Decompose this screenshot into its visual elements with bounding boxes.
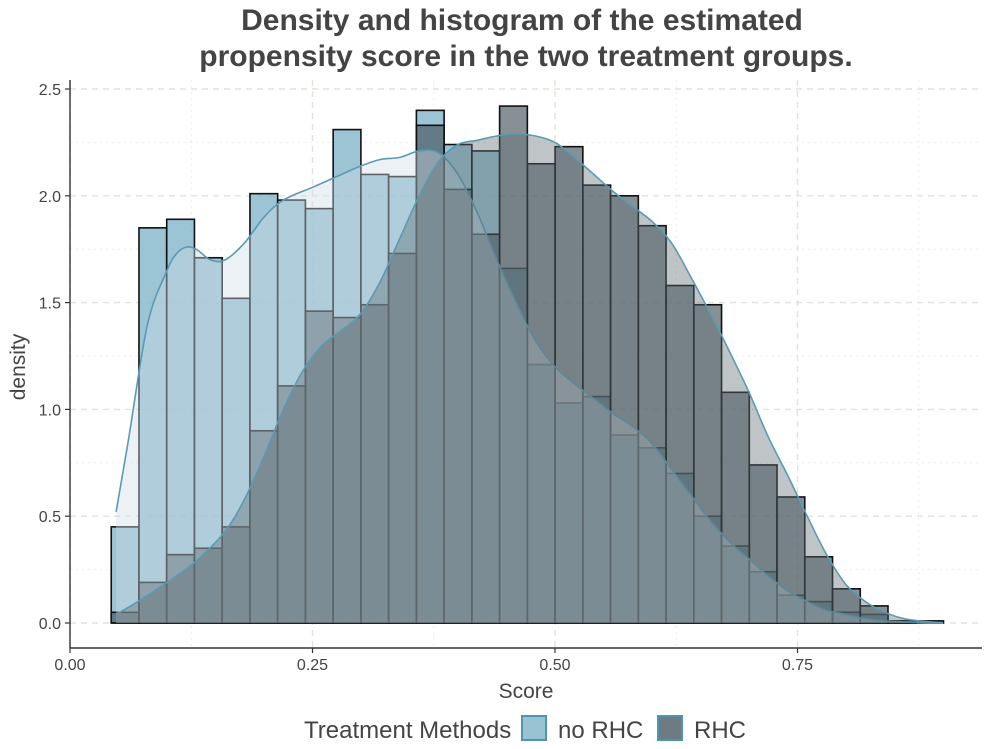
- legend: Treatment Methods no RHC RHC: [304, 715, 746, 744]
- y-tick-label: 0.0: [39, 616, 61, 633]
- y-tick-label: 2.5: [39, 82, 61, 99]
- x-tick-label: 0.50: [539, 657, 570, 674]
- chart-title-line2: propensity score in the two treatment gr…: [199, 40, 852, 73]
- histogram-bar: [332, 316, 362, 624]
- density-curves: [115, 133, 944, 624]
- histogram-bar: [637, 224, 667, 624]
- y-tick-label: 1.0: [39, 402, 61, 419]
- histogram-rhc: [110, 105, 945, 624]
- y-tick-label: 2.0: [39, 189, 61, 206]
- density-rhc-area: [116, 133, 943, 623]
- histogram-bar: [193, 547, 223, 624]
- legend-label-no-rhc: no RHC: [558, 717, 643, 744]
- histogram-bar: [526, 162, 556, 624]
- x-tick-label: 0.25: [297, 657, 328, 674]
- histogram-bar: [360, 303, 390, 624]
- density-no-rhc-line: [115, 149, 944, 624]
- histogram-bar: [665, 284, 695, 624]
- x-axis-title: Score: [499, 680, 554, 703]
- histogram-bar: [748, 464, 778, 624]
- x-tick-label: 0.00: [54, 657, 85, 674]
- histogram-bar: [554, 145, 584, 624]
- legend-title: Treatment Methods: [304, 717, 511, 744]
- legend-label-rhc: RHC: [694, 717, 746, 744]
- y-tick-label: 0.5: [39, 509, 61, 526]
- axes: 0.0 0.5 1.0 1.5 2.0 2.5 0.00 0.25 0.50 0.75: [39, 80, 982, 674]
- histogram-bar: [776, 496, 806, 624]
- x-tick-label: 0.75: [782, 657, 813, 674]
- histogram-bar: [693, 303, 723, 624]
- legend-swatch-no-rhc: [521, 715, 547, 741]
- y-axis-title: density: [7, 333, 30, 400]
- histogram-bar: [387, 252, 418, 624]
- histogram-bar: [803, 555, 834, 624]
- chart-title-line1: Density and histogram of the estimated: [241, 4, 803, 37]
- density-no-rhc-area: [116, 150, 943, 623]
- histogram-bar: [498, 105, 529, 624]
- histogram-bar: [221, 526, 251, 624]
- histogram-bar: [138, 227, 168, 624]
- histogram-bar: [471, 233, 501, 624]
- legend-swatch-rhc: [657, 715, 683, 741]
- y-tick-label: 1.5: [39, 296, 61, 313]
- histogram-bar: [249, 429, 279, 624]
- density-rhc-line: [115, 133, 944, 624]
- histogram-bar: [720, 391, 751, 624]
- histogram-bar: [582, 184, 612, 624]
- histogram-bar: [415, 124, 445, 624]
- histogram-bar: [443, 188, 473, 624]
